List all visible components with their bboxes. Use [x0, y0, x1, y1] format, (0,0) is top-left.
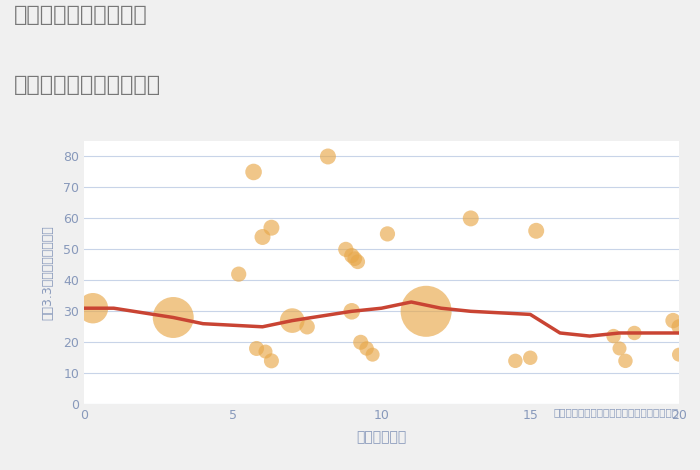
Point: [525, 354, 536, 361]
Point: [260, 348, 271, 355]
Point: [168, 314, 179, 321]
Point: [88, 305, 99, 312]
Point: [266, 224, 277, 231]
Point: [287, 317, 298, 324]
Point: [340, 246, 351, 253]
Point: [421, 307, 432, 315]
Point: [614, 345, 625, 352]
Point: [302, 323, 313, 330]
Point: [355, 338, 366, 346]
Point: [673, 323, 685, 330]
Point: [233, 270, 244, 278]
Point: [668, 317, 679, 324]
Point: [608, 332, 620, 340]
Point: [352, 258, 363, 266]
Point: [266, 357, 277, 365]
Y-axis label: 坪（3.3㎡）単価（万円）: 坪（3.3㎡）単価（万円）: [42, 225, 55, 320]
X-axis label: 駅距離（分）: 駅距離（分）: [356, 431, 407, 445]
Point: [251, 345, 262, 352]
Point: [620, 357, 631, 365]
Point: [361, 345, 372, 352]
Point: [349, 255, 360, 262]
Point: [531, 227, 542, 235]
Point: [629, 329, 640, 337]
Text: 千葉県匝瑳市横須賀の: 千葉県匝瑳市横須賀の: [14, 5, 148, 25]
Point: [346, 252, 357, 259]
Point: [465, 215, 476, 222]
Point: [510, 357, 521, 365]
Point: [367, 351, 378, 359]
Point: [322, 153, 333, 160]
Point: [257, 233, 268, 241]
Text: 円の大きさは、取引のあった物件面積を示す: 円の大きさは、取引のあった物件面積を示す: [554, 407, 679, 417]
Text: 駅距離別中古戸建て価格: 駅距離別中古戸建て価格: [14, 75, 161, 95]
Point: [248, 168, 259, 176]
Point: [382, 230, 393, 238]
Point: [346, 307, 357, 315]
Point: [673, 351, 685, 359]
